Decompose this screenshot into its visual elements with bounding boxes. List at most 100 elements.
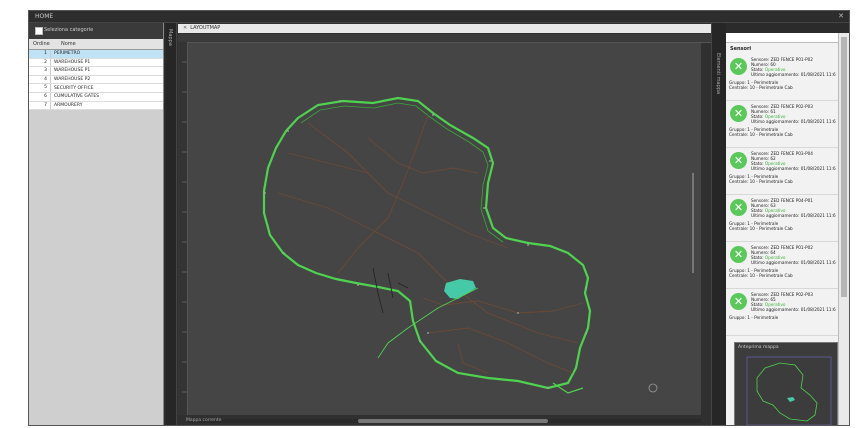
table-row[interactable]: 1 PERIMETRO (29, 50, 163, 59)
status-ok-icon: ✕ (730, 246, 747, 263)
dark-path (372, 267, 384, 314)
category-toolbar: Seleziona categorie (29, 23, 163, 39)
select-categories-checkbox[interactable] (35, 27, 43, 35)
row-name: WAREHOUSE P1 (54, 59, 91, 65)
table-row[interactable]: 6 CUMULATIVE GATES (29, 92, 163, 102)
status-ok-icon: ✕ (730, 293, 747, 310)
select-categories-label: Seleziona categorie (44, 27, 94, 33)
exit-road (552, 382, 584, 394)
internal-path (422, 297, 584, 314)
internal-path (367, 137, 479, 174)
table-row[interactable]: 3 WAREHOUSE P1 (29, 67, 163, 76)
sensor-card[interactable]: ✕ Sensore: ZED FENCE P01-P02 Numero: 60 … (726, 54, 838, 101)
sensor-name: Sensore: ZED FENCE P02-P03 (751, 104, 813, 109)
map-marker (419, 340, 421, 342)
row-order: 7 (29, 101, 51, 110)
sensor-card[interactable]: ✕ Sensore: ZED FENCE P01-P02 Numero: 64 … (726, 242, 838, 289)
scrollbar-thumb[interactable] (358, 419, 548, 423)
map-marker (483, 207, 485, 209)
internal-path (287, 152, 369, 174)
sensor-group: Gruppo: 1 - Perimetrale (729, 80, 779, 85)
sensor-search-input[interactable] (726, 33, 838, 43)
elements-vertical-tab-label: Elementi mappa (715, 53, 721, 95)
minimap-preview[interactable] (735, 343, 837, 426)
close-tab-icon[interactable]: ✕ (183, 25, 188, 31)
state-label: Stato: (751, 255, 764, 260)
map-marker (264, 192, 266, 194)
sensor-name: Sensore: ZED FENCE P02-P03 (751, 292, 813, 297)
internal-path (277, 192, 579, 344)
state-value: Operativo (764, 302, 786, 307)
map-vertical-tab[interactable]: Mappa (166, 23, 177, 425)
row-name: WAREHOUSE P1 (54, 68, 91, 74)
row-name: SECURITY OFFICE (54, 85, 94, 91)
sensor-state: Stato: Operativo (751, 114, 786, 119)
sensor-card[interactable]: ✕ Sensore: ZED FENCE P03-P04 Numero: 62 … (726, 148, 838, 195)
column-header-name[interactable]: Nome (61, 41, 76, 47)
row-name: PERIMETRO (54, 51, 81, 57)
sensor-name: Sensore: ZED FENCE P03-P04 (751, 151, 813, 156)
close-icon[interactable]: ✕ (838, 12, 844, 20)
sensor-panel-scrollbar[interactable] (838, 33, 849, 425)
sensor-number: Numero: 63 (751, 203, 776, 208)
sensor-name: Sensore: ZED FENCE P04-P01 (751, 198, 813, 203)
map-marker (427, 332, 429, 334)
dark-path (387, 272, 394, 299)
table-row[interactable]: 2 WAREHOUSE P1 (29, 58, 163, 68)
state-value: Operativo (764, 255, 786, 260)
table-row[interactable]: 4 WAREHOUSE P2 (29, 75, 163, 85)
horizontal-ruler (178, 34, 711, 49)
state-value: Operativo (764, 161, 786, 166)
sensor-group: Gruppo: 1 - Perimetrale (729, 268, 779, 273)
sensor-card[interactable]: ✕ Sensore: ZED FENCE P02-P03 Numero: 65 … (726, 289, 838, 336)
perimeter-fence-inner (300, 102, 504, 243)
sensor-card[interactable]: ✕ Sensore: ZED FENCE P02-P03 Numero: 61 … (726, 101, 838, 148)
sensor-group: Gruppo: 1 - Perimetrale (729, 174, 779, 179)
column-header-order[interactable]: Ordine (33, 41, 50, 47)
map-marker (585, 287, 587, 289)
site-map[interactable] (188, 43, 701, 407)
sensor-card[interactable]: ✕ Sensore: ZED FENCE P04-P01 Numero: 63 … (726, 195, 838, 242)
lake (444, 279, 476, 299)
sensor-central: Centrale: 10 - Perimetrale Cab (729, 179, 793, 184)
ruler-ticks (182, 61, 187, 393)
map-horizontal-scrollbar[interactable] (188, 419, 701, 423)
map-marker (339, 100, 341, 102)
sensor-name: Sensore: ZED FENCE P01-P02 (751, 57, 813, 62)
state-label: Stato: (751, 67, 764, 72)
map-marker (287, 130, 289, 132)
sensor-central: Centrale: 10 - Perimetrale Cab (729, 273, 793, 278)
map-area: Mappa ✕ LAYOUTMAP (166, 23, 711, 425)
map-marker (283, 252, 285, 254)
table-row[interactable]: 5 SECURITY OFFICE (29, 84, 163, 93)
status-ok-icon: ✕ (730, 152, 747, 169)
sensor-name: Sensore: ZED FENCE P01-P02 (751, 245, 813, 250)
app-window: HOME ✕ Seleziona categorie Ordine Nome 1… (28, 10, 850, 426)
sensor-update: Ultimo aggiornamento: 01/08/2021 11:6 (751, 260, 836, 265)
elements-vertical-tab[interactable]: Elementi mappa (711, 23, 726, 425)
state-label: Stato: (751, 302, 764, 307)
sensor-central: Centrale: 10 - Perimetrale Cab (729, 85, 793, 90)
category-table: 1 PERIMETRO 2 WAREHOUSE P1 3 WAREHOUSE P1 4… (29, 50, 163, 111)
sensor-update: Ultimo aggiornamento: 01/08/2021 11:6 (751, 213, 836, 218)
state-value: Operativo (764, 208, 786, 213)
sensor-central: Centrale: 10 - Perimetrale Cab (729, 226, 793, 231)
sensor-number: Numero: 65 (751, 297, 776, 302)
map-tab[interactable]: ✕ LAYOUTMAP (178, 24, 711, 33)
vertical-ruler (178, 42, 188, 415)
sensor-number: Numero: 64 (751, 250, 776, 255)
row-name: CUMULATIVE GATES (54, 94, 100, 100)
scrollbar-thumb[interactable] (841, 37, 847, 297)
minimap[interactable]: Anteprima mappa (734, 342, 838, 426)
status-ok-icon: ✕ (730, 58, 747, 75)
row-order: 3 (29, 67, 51, 75)
sensor-state: Stato: Operativo (751, 255, 786, 260)
status-text: Mappa corrente (186, 418, 222, 423)
map-canvas[interactable] (188, 43, 701, 415)
sensor-update: Ultimo aggiornamento: 01/08/2021 11:6 (751, 119, 836, 124)
table-row[interactable]: 7 ARMOURERY (29, 101, 163, 111)
perimeter-fence (262, 96, 592, 390)
sensor-state: Stato: Operativo (751, 161, 786, 166)
internal-path (307, 122, 509, 249)
map-marker (517, 312, 519, 314)
